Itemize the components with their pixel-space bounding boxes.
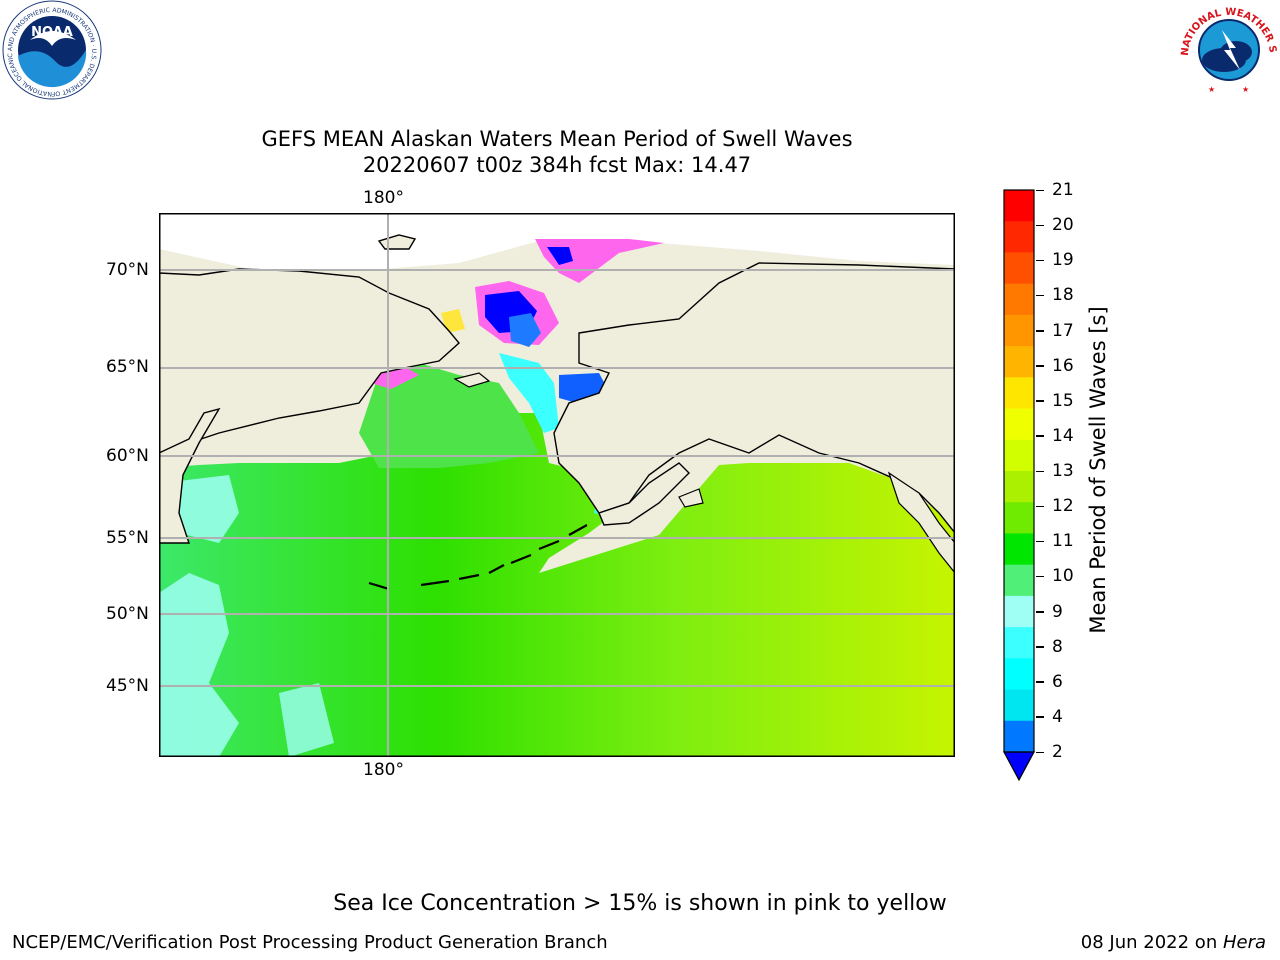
lat-label-60n: 60°N [106, 446, 149, 466]
ocean-bering-north [359, 363, 539, 468]
colorbar-tick-label: 17 [1052, 320, 1074, 341]
chukchi-open-lightblue [509, 313, 541, 347]
lat-label-50n: 50°N [106, 604, 149, 624]
colorbar-segment [1004, 658, 1034, 691]
colorbar-tick-mark [1036, 575, 1044, 578]
colorbar-tick-label: 12 [1052, 496, 1074, 517]
ocean-cyan-patch-west [159, 573, 239, 757]
noaa-logo-text: NOAA [31, 25, 73, 40]
colorbar-tick-mark [1036, 681, 1044, 683]
lat-label-70n: 70°N [106, 260, 149, 280]
lon-label-top: 180° [363, 188, 404, 208]
colorbar-tick-label: 19 [1052, 250, 1074, 271]
colorbar-segment [1004, 627, 1034, 659]
aleutian-islands [368, 524, 588, 591]
land-kodiak [678, 488, 704, 508]
map-frame [159, 213, 955, 757]
colorbar-tick-label: 15 [1052, 390, 1074, 411]
colorbar-frame [1003, 189, 1035, 753]
colorbar-segment [1004, 408, 1034, 441]
colorbar-tick-mark [1036, 294, 1044, 297]
colorbar-segment [1004, 314, 1034, 347]
colorbar-tick-mark [1036, 400, 1044, 402]
land-st-lawrence-island [453, 372, 491, 388]
colorbar-tick-mark [1036, 435, 1044, 437]
colorbar-tick-label: 14 [1052, 425, 1074, 446]
chart-subtitle: 20220607 t00z 384h fcst Max: 14.47 [362, 153, 752, 177]
svg-text:★: ★ [1208, 85, 1215, 94]
colorbar-tick-label: 10 [1052, 566, 1074, 587]
ocean-swell-field [159, 413, 955, 757]
colorbar-svg [1002, 189, 1036, 782]
svg-text:★: ★ [1242, 85, 1249, 94]
colorbar-segment [1004, 221, 1034, 253]
lon-label-bottom: 180° [363, 760, 404, 780]
ocean-cyan-patch-sw [279, 683, 334, 757]
beaufort-open-blue [547, 247, 573, 265]
colorbar-tick-label: 18 [1052, 285, 1074, 306]
colorbar-tick-label: 4 [1052, 706, 1063, 727]
footer-machine: Hera [1222, 932, 1266, 953]
colorbar-tick-label: 8 [1052, 636, 1063, 657]
gridlines [159, 213, 955, 757]
ocean-cyan-patch-nw [179, 475, 239, 543]
colorbar-segment [1004, 595, 1034, 628]
ocean-cyan-norton [499, 353, 559, 433]
footer-date-text: 08 Jun 2022 on [1080, 932, 1223, 953]
colorbar-tick-mark [1036, 470, 1044, 472]
map-svg [159, 213, 955, 757]
colorbar-tick-mark [1036, 611, 1044, 613]
colorbar-tick-label: 16 [1052, 355, 1074, 376]
noaa-logo: NATIONAL OCEANIC AND ATMOSPHERIC ADMINIS… [0, 0, 104, 100]
nws-logo: NATIONAL WEATHER SERVICE ★ ★ [1174, 0, 1280, 100]
colorbar-segment [1004, 283, 1034, 316]
colorbar-tick-label: 2 [1052, 742, 1063, 762]
chart-title: GEFS MEAN Alaskan Waters Mean Period of … [261, 127, 853, 151]
sea-ice-edge-yellow [441, 309, 465, 333]
map-panel [159, 213, 955, 757]
colorbar-tick-label: 13 [1052, 461, 1074, 481]
colorbar [1002, 188, 1036, 784]
lat-label-65n: 65°N [106, 357, 149, 377]
colorbar-segment [1004, 439, 1034, 472]
colorbar-tick-label: 9 [1052, 601, 1063, 622]
colorbar-segment [1004, 689, 1034, 722]
colorbar-tick-mark [1036, 751, 1044, 753]
colorbar-segment [1004, 252, 1034, 285]
land-panhandle [887, 471, 955, 574]
colorbar-tick-label: 20 [1052, 215, 1074, 236]
colorbar-tick-label: 11 [1052, 531, 1074, 552]
sea-ice-note: Sea Ice Concentration > 15% is shown in … [333, 891, 947, 916]
colorbar-label: Mean Period of Swell Waves [s] [1086, 306, 1110, 634]
footer-branch: NCEP/EMC/Verification Post Processing Pr… [12, 932, 608, 953]
alaska-peninsula [598, 462, 690, 526]
colorbar-tick-mark [1036, 365, 1044, 367]
colorbar-segment [1004, 564, 1034, 597]
colorbar-tick-mark [1036, 224, 1044, 227]
footer-date: 08 Jun 2022 on Hera [1081, 932, 1266, 954]
colorbar-tick-mark [1036, 505, 1044, 508]
colorbar-tick-mark [1036, 330, 1044, 332]
colorbar-extend-arrow [1002, 751, 1036, 782]
land-alaska [553, 262, 955, 535]
arctic-ocean-white [159, 213, 955, 271]
colorbar-segment [1004, 471, 1034, 503]
colorbar-tick-label: 6 [1052, 671, 1063, 692]
colorbar-segment [1004, 190, 1034, 222]
colorbar-segment [1004, 346, 1034, 378]
colorbar-segment [1004, 533, 1034, 566]
colorbar-segment [1004, 377, 1034, 410]
colorbar-tick-label: 21 [1052, 180, 1074, 200]
colorbar-tick-mark [1036, 716, 1044, 718]
lat-label-55n: 55°N [106, 528, 149, 548]
colorbar-segment [1004, 720, 1034, 753]
colorbar-tick-mark [1036, 540, 1044, 543]
lat-label-45n: 45°N [106, 676, 149, 696]
colorbar-tick-mark [1036, 189, 1044, 191]
land-kamchatka [159, 407, 221, 544]
colorbar-segment [1004, 502, 1034, 534]
colorbar-tick-mark [1036, 259, 1044, 262]
colorbar-tick-mark [1036, 646, 1044, 648]
ocean-blue-norton [559, 373, 607, 405]
